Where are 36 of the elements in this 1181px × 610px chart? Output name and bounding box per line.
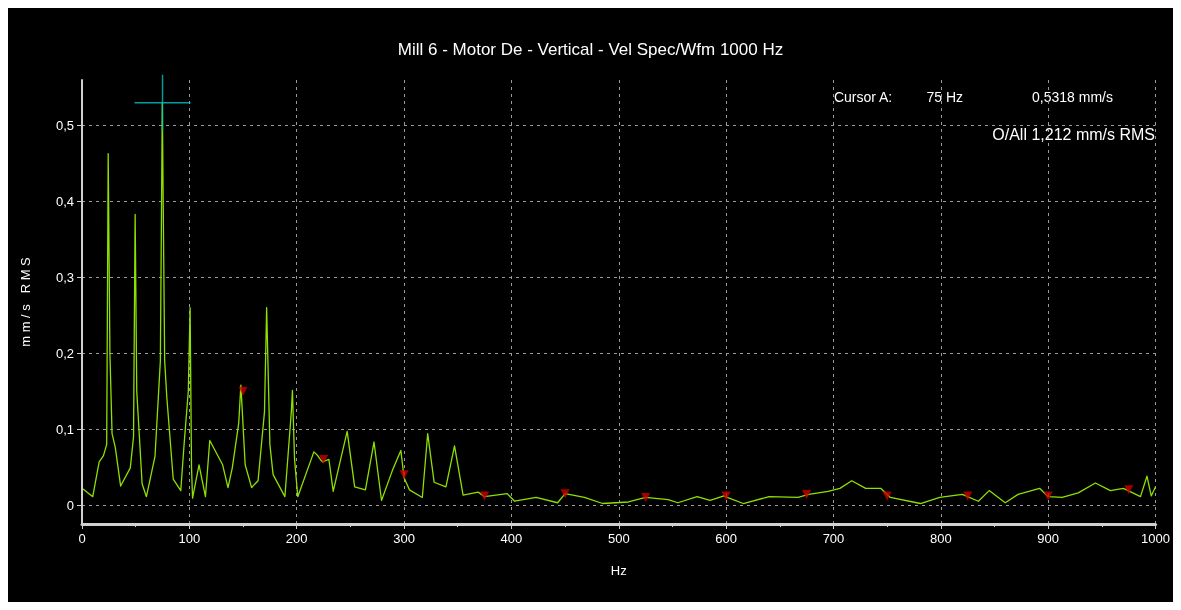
x-tick-label: 1000 <box>1141 531 1170 546</box>
point <box>802 489 812 499</box>
annotation: Cursor A: <box>833 89 893 105</box>
y-tick-label: 0 <box>66 497 74 513</box>
point <box>882 491 892 501</box>
y-tick-label: 0,2 <box>55 345 74 361</box>
x-tick-label: 100 <box>178 531 201 546</box>
x-tick-label: 300 <box>393 531 415 546</box>
x-tick-label: 900 <box>1037 531 1060 546</box>
point <box>641 492 651 502</box>
point <box>1043 491 1053 501</box>
annotation: O/All 1,212 mm/s RMS <box>992 125 1155 143</box>
y-tick-label: 0,3 <box>55 269 74 285</box>
x-tick-label: 800 <box>929 531 952 546</box>
x-tick-label: 0 <box>78 531 86 546</box>
y-tick-label: 0,1 <box>55 421 74 437</box>
y-tick-label: 0,5 <box>55 118 74 134</box>
annotation: 75 Hz <box>926 89 964 105</box>
x-tick-label: 700 <box>822 531 845 546</box>
point <box>238 386 248 396</box>
chart-title: Mill 6 - Motor De - Vertical - Vel Spec/Wfm 1000 Hz <box>397 40 784 59</box>
point <box>399 470 409 480</box>
x-axis-title: Hz <box>610 563 627 578</box>
x-tick-label: 400 <box>500 531 523 546</box>
annotation: 0,5318 mm/s <box>1032 89 1114 105</box>
y-tick-label: 0,4 <box>55 193 74 209</box>
x-tick-label: 500 <box>607 531 630 546</box>
point <box>319 454 329 464</box>
point <box>560 489 570 499</box>
x-tick-label: 200 <box>285 531 308 546</box>
point <box>721 491 731 501</box>
point <box>1124 485 1134 495</box>
point <box>963 491 973 501</box>
x-tick-label: 600 <box>715 531 737 546</box>
y-axis-title: m m / s R M S <box>18 256 33 347</box>
point <box>480 491 490 501</box>
